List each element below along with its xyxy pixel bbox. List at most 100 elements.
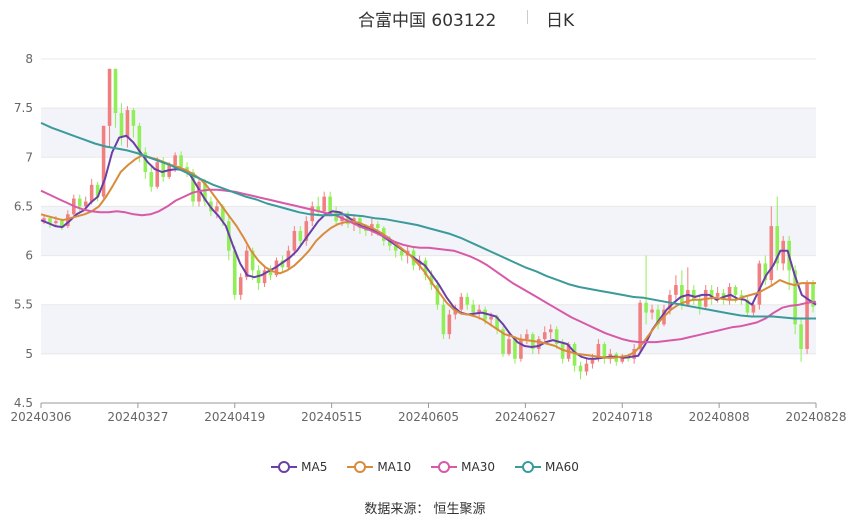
background-band bbox=[41, 304, 816, 354]
legend-label: MA30 bbox=[461, 460, 496, 474]
candle-body bbox=[507, 339, 511, 354]
candle-body bbox=[185, 167, 189, 173]
candle-body bbox=[441, 304, 446, 335]
candle-body bbox=[686, 289, 690, 305]
candle-body bbox=[42, 218, 46, 223]
candle-body bbox=[644, 302, 648, 313]
x-tick-label: 20240515 bbox=[301, 410, 362, 424]
candle-body bbox=[751, 304, 756, 313]
x-tick-label: 20240306 bbox=[10, 410, 71, 424]
candle-body bbox=[119, 113, 124, 138]
candle-body bbox=[733, 287, 738, 295]
candle-body bbox=[590, 358, 595, 364]
legend-item-ma5[interactable]: MA5 bbox=[271, 460, 327, 474]
candle-body bbox=[399, 250, 404, 256]
legend-swatch-dot bbox=[522, 461, 535, 473]
candle-body bbox=[757, 263, 762, 305]
candle-body bbox=[650, 309, 654, 313]
candle-body bbox=[578, 365, 583, 372]
candle-body bbox=[328, 196, 332, 212]
title-divider bbox=[527, 10, 528, 24]
x-tick-label: 20240419 bbox=[204, 410, 265, 424]
candle-body bbox=[107, 68, 112, 126]
candle-body bbox=[429, 275, 434, 286]
period-label[interactable]: 日K bbox=[546, 11, 575, 31]
chart-title: 合富中国 603122 bbox=[358, 11, 497, 31]
x-tick-label: 20240718 bbox=[592, 410, 653, 424]
candle-body bbox=[149, 172, 154, 187]
background-bands bbox=[41, 108, 816, 354]
y-axis: 8 7.5 7 6.5 6 5.5 5 4.5 bbox=[14, 52, 33, 410]
candle-body bbox=[656, 309, 660, 325]
candle-body bbox=[584, 363, 589, 372]
candle-body bbox=[113, 68, 118, 114]
candle-body bbox=[83, 201, 88, 207]
ma5-line bbox=[40, 134, 817, 360]
candle-body bbox=[60, 221, 64, 227]
candle-body bbox=[554, 329, 559, 345]
candle-body bbox=[387, 240, 392, 246]
candle-body bbox=[513, 339, 517, 359]
candle-body bbox=[292, 231, 297, 251]
candle-body bbox=[54, 221, 58, 224]
candle-body bbox=[131, 110, 136, 126]
candle-body bbox=[548, 329, 553, 333]
legend-label: MA10 bbox=[377, 460, 412, 474]
candle-body bbox=[519, 339, 523, 359]
candle-body bbox=[66, 214, 70, 227]
candle-body bbox=[191, 172, 195, 202]
candle-body bbox=[781, 240, 785, 264]
candle-body bbox=[537, 339, 541, 349]
candle-body bbox=[572, 344, 577, 366]
candle-body bbox=[155, 162, 160, 187]
x-axis: 20240306 20240327 20240419 20240515 20240605… bbox=[10, 402, 847, 424]
candle-body bbox=[48, 218, 52, 224]
legend-swatch bbox=[431, 460, 458, 474]
candle-body bbox=[489, 316, 493, 320]
data-source: 数据来源： 恒生聚源 bbox=[364, 502, 486, 517]
y-tick-label: 4.5 bbox=[14, 396, 33, 410]
candle-body bbox=[238, 277, 243, 295]
ma60-line bbox=[40, 121, 816, 320]
candle-body bbox=[793, 270, 797, 325]
candle-body bbox=[459, 296, 464, 310]
candle-body bbox=[95, 184, 100, 197]
x-tick-label: 20240327 bbox=[107, 410, 168, 424]
candle-body bbox=[179, 155, 183, 168]
candle-body bbox=[322, 196, 326, 212]
y-tick-label: 7.5 bbox=[14, 101, 33, 115]
candle-body bbox=[769, 226, 774, 281]
candle-body bbox=[221, 206, 225, 222]
legend-item-ma30[interactable]: MA30 bbox=[431, 460, 495, 474]
candle-body bbox=[298, 231, 303, 241]
y-tick-label: 7 bbox=[25, 150, 33, 164]
candle-body bbox=[638, 302, 642, 349]
candle-body bbox=[161, 162, 165, 177]
chart-header: 合富中国 603122 日K bbox=[0, 0, 850, 32]
legend-item-ma60[interactable]: MA60 bbox=[515, 460, 579, 474]
candle-body bbox=[709, 289, 714, 297]
candle-body bbox=[125, 110, 130, 138]
candle-body bbox=[244, 250, 249, 278]
candle-body bbox=[560, 344, 565, 359]
legend-swatch bbox=[271, 460, 298, 474]
candle-body bbox=[483, 309, 487, 320]
candle-body bbox=[316, 206, 320, 212]
candle-body bbox=[799, 324, 803, 349]
y-tick-label: 5.5 bbox=[14, 298, 33, 312]
candle-body bbox=[477, 309, 481, 313]
candle-body bbox=[471, 304, 475, 313]
legend-label: MA5 bbox=[301, 460, 328, 474]
x-tick-label: 20240828 bbox=[785, 410, 846, 424]
candle-body bbox=[542, 332, 547, 340]
x-tick-label: 20240627 bbox=[495, 410, 556, 424]
legend-item-ma10[interactable]: MA10 bbox=[347, 460, 411, 474]
candle-body bbox=[268, 270, 273, 276]
candle-body bbox=[304, 221, 309, 241]
candle-body bbox=[77, 198, 82, 207]
candle-body bbox=[89, 184, 94, 202]
y-tick-label: 8 bbox=[25, 52, 33, 66]
candle-body bbox=[393, 245, 398, 251]
legend: MA5 MA10 MA30 MA60 bbox=[0, 456, 850, 478]
legend-swatch-dot bbox=[278, 461, 291, 473]
